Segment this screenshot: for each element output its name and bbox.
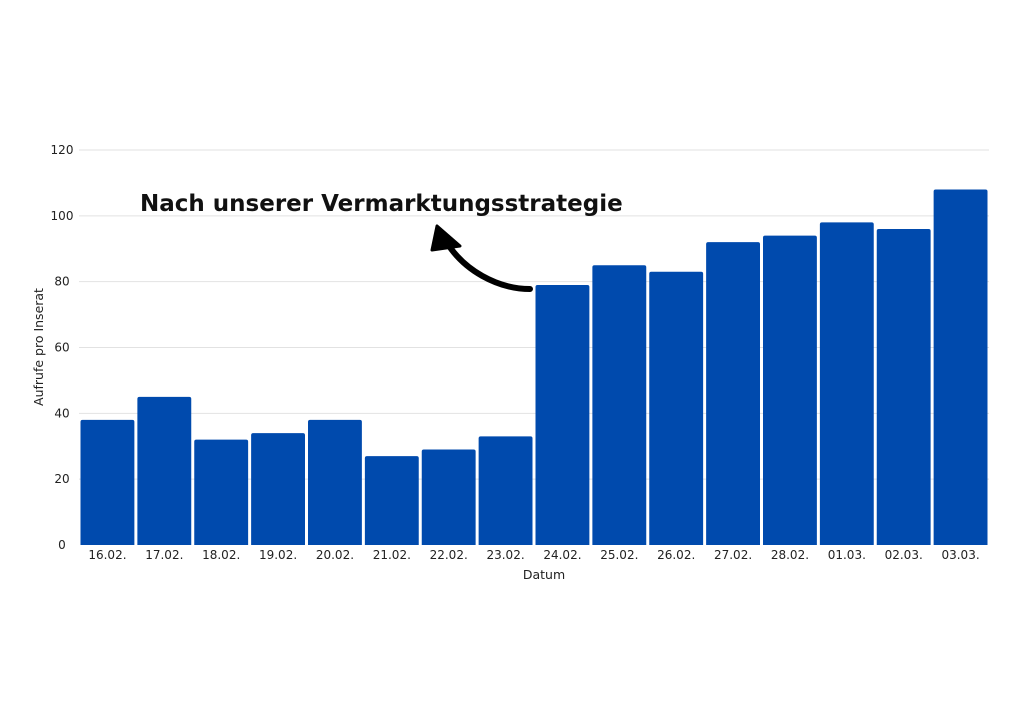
bar xyxy=(194,439,249,545)
y-tick-label: 20 xyxy=(54,472,69,486)
annotation-text: Nach unserer Vermarktungsstrategie xyxy=(140,191,623,217)
x-tick-label: 26.02. xyxy=(657,548,695,562)
annotation-arrow-icon xyxy=(430,224,533,292)
x-tick-label: 02.03. xyxy=(885,548,923,562)
y-axis-ticks: 0 20 40 60 80 100 120 xyxy=(51,143,74,552)
x-tick-label: 18.02. xyxy=(202,548,240,562)
bar xyxy=(80,419,135,545)
x-tick-label: 01.03. xyxy=(828,548,866,562)
y-tick-label: 100 xyxy=(51,209,74,223)
y-tick-label: 120 xyxy=(51,143,74,157)
x-tick-label: 22.02. xyxy=(430,548,468,562)
x-axis-title: Datum xyxy=(523,567,565,582)
bar xyxy=(763,235,817,546)
y-axis-title: Aufrufe pro Inserat xyxy=(31,288,46,406)
x-tick-label: 21.02. xyxy=(373,548,411,562)
x-tick-label: 24.02. xyxy=(543,548,581,562)
bar xyxy=(137,396,192,545)
y-tick-label: 0 xyxy=(58,538,66,552)
bar xyxy=(819,222,874,545)
bar xyxy=(592,265,647,545)
x-tick-label: 27.02. xyxy=(714,548,752,562)
bar xyxy=(933,189,988,545)
bar xyxy=(649,271,704,545)
x-tick-label: 23.02. xyxy=(486,548,524,562)
bar xyxy=(364,456,419,545)
bar xyxy=(421,449,476,545)
bar xyxy=(251,433,305,545)
x-tick-label: 17.02. xyxy=(145,548,183,562)
x-tick-label: 20.02. xyxy=(316,548,354,562)
bars xyxy=(80,189,988,546)
x-tick-label: 03.03. xyxy=(941,548,979,562)
x-axis-ticks: 16.02. 17.02. 18.02. 19.02. 20.02. 21.02. 22.0… xyxy=(88,548,979,562)
y-tick-label: 80 xyxy=(54,275,69,289)
bar xyxy=(876,229,931,545)
y-tick-label: 60 xyxy=(54,341,69,355)
x-tick-label: 28.02. xyxy=(771,548,809,562)
bar xyxy=(535,284,590,545)
x-tick-label: 16.02. xyxy=(88,548,126,562)
x-tick-label: 19.02. xyxy=(259,548,297,562)
y-tick-label: 40 xyxy=(54,406,69,420)
bar xyxy=(308,419,362,545)
x-tick-label: 25.02. xyxy=(600,548,638,562)
bar xyxy=(478,436,533,545)
bar xyxy=(706,242,760,545)
